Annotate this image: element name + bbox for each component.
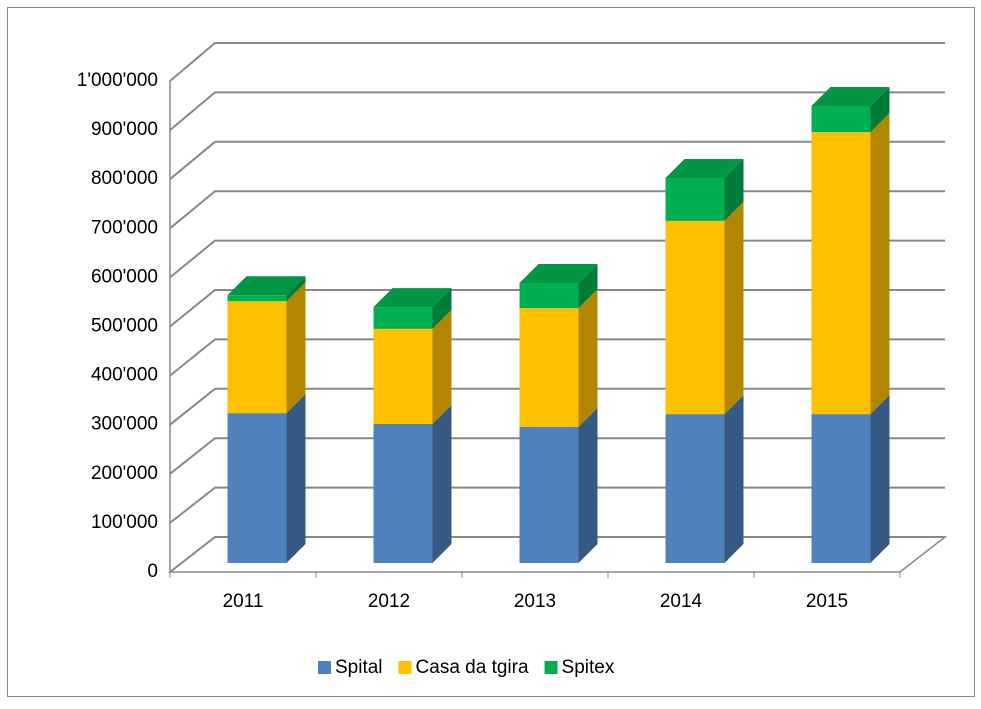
y-tick-label: 1'000'000 (77, 70, 158, 91)
bar-side (286, 394, 306, 563)
bar (519, 426, 579, 563)
legend-label: Casa da tgira (416, 657, 529, 678)
x-tick-label: 2015 (806, 591, 848, 612)
bar-side (286, 282, 306, 414)
bar-side (578, 407, 598, 563)
bar (665, 414, 725, 563)
bar (811, 132, 871, 415)
bar-top (373, 288, 452, 308)
bar-top (811, 86, 890, 106)
bar (373, 307, 433, 329)
bar (227, 295, 287, 302)
y-tick-label: 200'000 (91, 463, 158, 484)
bar (227, 413, 287, 563)
y-tick-label: 300'000 (91, 414, 158, 435)
legend-swatch (398, 661, 412, 674)
grid-line (169, 140, 945, 180)
bar-side (286, 276, 306, 302)
bar (373, 328, 433, 424)
legend-swatch (318, 661, 331, 674)
y-tick-label: 400'000 (91, 365, 158, 386)
bar-top (227, 276, 306, 296)
bar-side (870, 113, 890, 415)
y-tick-label: 700'000 (91, 217, 158, 238)
bar-side (578, 263, 598, 309)
x-tick-label: 2014 (660, 591, 703, 612)
y-tick-label: 900'000 (91, 119, 158, 140)
bar (519, 308, 579, 427)
bar (811, 105, 871, 133)
bar-top (665, 158, 744, 178)
bar-side (724, 201, 744, 415)
bar (665, 220, 725, 415)
bar (373, 423, 433, 563)
bar (665, 177, 725, 221)
bar-side (870, 86, 890, 133)
bar (519, 282, 579, 309)
x-tick-label: 2012 (368, 591, 410, 612)
legend-swatch (544, 661, 558, 674)
bar (227, 301, 287, 414)
legend-label: Spital (335, 657, 383, 678)
y-tick-label: 600'000 (91, 266, 158, 287)
x-tick-label: 2011 (223, 591, 264, 612)
bar-top (519, 263, 598, 283)
grid-line (169, 91, 945, 131)
bar-side (870, 395, 890, 563)
grid-line (169, 42, 945, 82)
y-tick-label: 100'000 (91, 512, 158, 533)
legend-label: Spitex (562, 657, 615, 678)
bar-side (432, 309, 452, 424)
bar-side (432, 404, 452, 563)
y-tick-label: 800'000 (91, 168, 158, 189)
x-tick-label: 2013 (514, 591, 556, 612)
y-tick-label: 0 (147, 561, 158, 582)
bar-side (724, 395, 744, 563)
bar-side (432, 288, 452, 329)
bar-side (578, 289, 598, 427)
y-tick-label: 500'000 (91, 316, 158, 337)
bar (811, 414, 871, 563)
bar-side (724, 158, 744, 221)
